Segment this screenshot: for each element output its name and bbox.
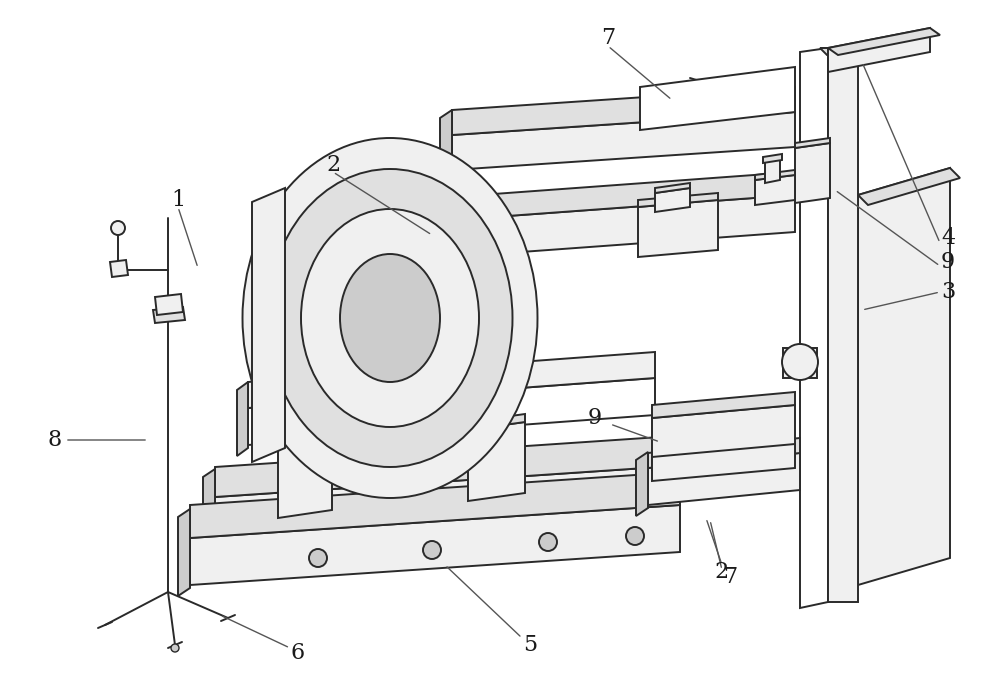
Polygon shape: [215, 467, 660, 540]
Polygon shape: [638, 200, 718, 257]
Ellipse shape: [340, 254, 440, 382]
Polygon shape: [858, 168, 950, 585]
Polygon shape: [828, 28, 940, 55]
Text: 6: 6: [291, 642, 305, 664]
Polygon shape: [480, 195, 795, 255]
Circle shape: [539, 533, 557, 551]
Polygon shape: [468, 414, 525, 430]
Text: 4: 4: [941, 227, 955, 249]
Polygon shape: [755, 175, 795, 205]
Circle shape: [782, 344, 818, 380]
Polygon shape: [237, 382, 248, 456]
Polygon shape: [648, 438, 800, 468]
Circle shape: [626, 527, 644, 545]
Circle shape: [423, 541, 441, 559]
Polygon shape: [858, 168, 960, 205]
Polygon shape: [468, 197, 480, 266]
Polygon shape: [110, 260, 128, 277]
Text: 1: 1: [171, 189, 185, 211]
Text: 5: 5: [523, 634, 537, 656]
Ellipse shape: [268, 169, 512, 467]
Polygon shape: [652, 444, 795, 481]
Circle shape: [171, 644, 179, 652]
Polygon shape: [278, 437, 332, 518]
Text: 2: 2: [715, 561, 729, 583]
Polygon shape: [648, 453, 800, 505]
Polygon shape: [178, 509, 190, 596]
Polygon shape: [652, 392, 795, 418]
Circle shape: [111, 221, 125, 235]
Polygon shape: [765, 157, 780, 183]
Polygon shape: [190, 505, 680, 585]
Polygon shape: [828, 48, 858, 602]
Polygon shape: [480, 172, 795, 218]
Polygon shape: [440, 110, 452, 178]
Polygon shape: [763, 154, 782, 163]
Polygon shape: [820, 48, 875, 55]
Polygon shape: [828, 28, 930, 72]
Polygon shape: [468, 422, 525, 501]
Ellipse shape: [243, 138, 538, 498]
Text: 8: 8: [48, 429, 62, 451]
Polygon shape: [278, 429, 332, 445]
Polygon shape: [636, 452, 648, 516]
Polygon shape: [153, 307, 185, 323]
Polygon shape: [203, 469, 215, 551]
Text: 7: 7: [601, 27, 615, 49]
Polygon shape: [215, 437, 660, 497]
Ellipse shape: [301, 209, 479, 427]
Polygon shape: [638, 193, 718, 207]
Polygon shape: [795, 143, 830, 203]
Polygon shape: [252, 188, 285, 462]
Polygon shape: [248, 378, 655, 445]
Text: 2: 2: [326, 154, 340, 176]
Text: 3: 3: [941, 281, 955, 303]
Polygon shape: [800, 48, 828, 608]
Circle shape: [309, 549, 327, 567]
Polygon shape: [655, 183, 690, 193]
Polygon shape: [640, 67, 795, 130]
Polygon shape: [783, 348, 817, 378]
Polygon shape: [655, 188, 690, 212]
Polygon shape: [795, 138, 830, 148]
Polygon shape: [755, 170, 795, 180]
Polygon shape: [452, 87, 795, 135]
Polygon shape: [248, 352, 655, 408]
Polygon shape: [652, 405, 795, 470]
Polygon shape: [190, 472, 680, 538]
Polygon shape: [452, 112, 795, 170]
Polygon shape: [155, 294, 183, 315]
Text: 7: 7: [723, 566, 737, 588]
Text: 9: 9: [941, 251, 955, 273]
Text: 9: 9: [588, 407, 602, 429]
